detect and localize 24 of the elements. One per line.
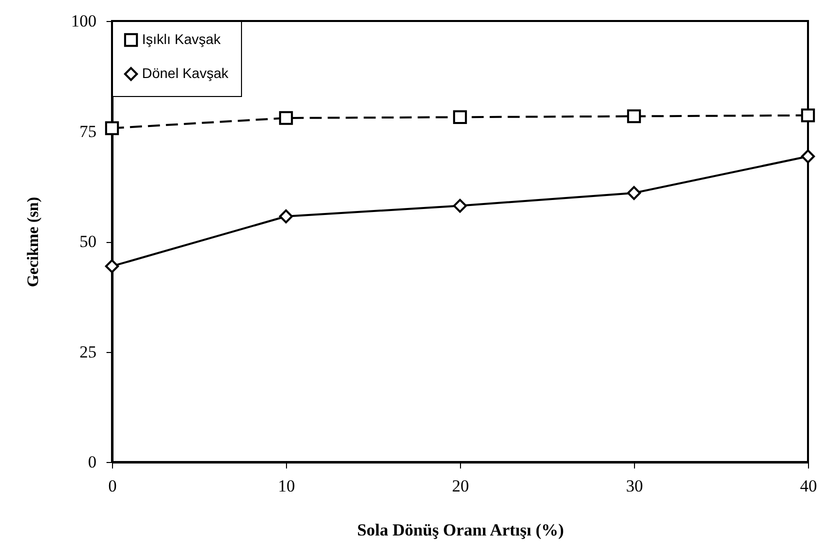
point [627,186,641,200]
x-tick-label: 40 [800,476,817,496]
point [801,108,815,122]
legend-label: Dönel Kavşak [142,65,230,81]
point [279,111,293,125]
legend-label: Işıklı Kavşak [142,31,222,47]
x-tick-label: 10 [278,476,295,496]
y-tick-label: 25 [80,342,96,362]
point [801,149,815,164]
x-tick-label: 30 [626,476,643,496]
y-tick-label: 100 [71,12,96,30]
y-axis-title: Gecikme (sn) [25,196,42,288]
x-tick-label: 20 [452,476,469,496]
x-axis-title: Sola Dönüş Oranı Artışı (%) [357,520,564,540]
point [105,259,119,274]
y-tick-label: 0 [88,452,96,472]
y-tick-label: 50 [80,232,96,251]
x-tick-label: 0 [108,476,117,496]
point [105,121,119,136]
point [627,109,641,124]
point [453,198,467,213]
point [279,209,293,224]
y-tick-label: 75 [80,122,96,141]
point [453,110,467,124]
